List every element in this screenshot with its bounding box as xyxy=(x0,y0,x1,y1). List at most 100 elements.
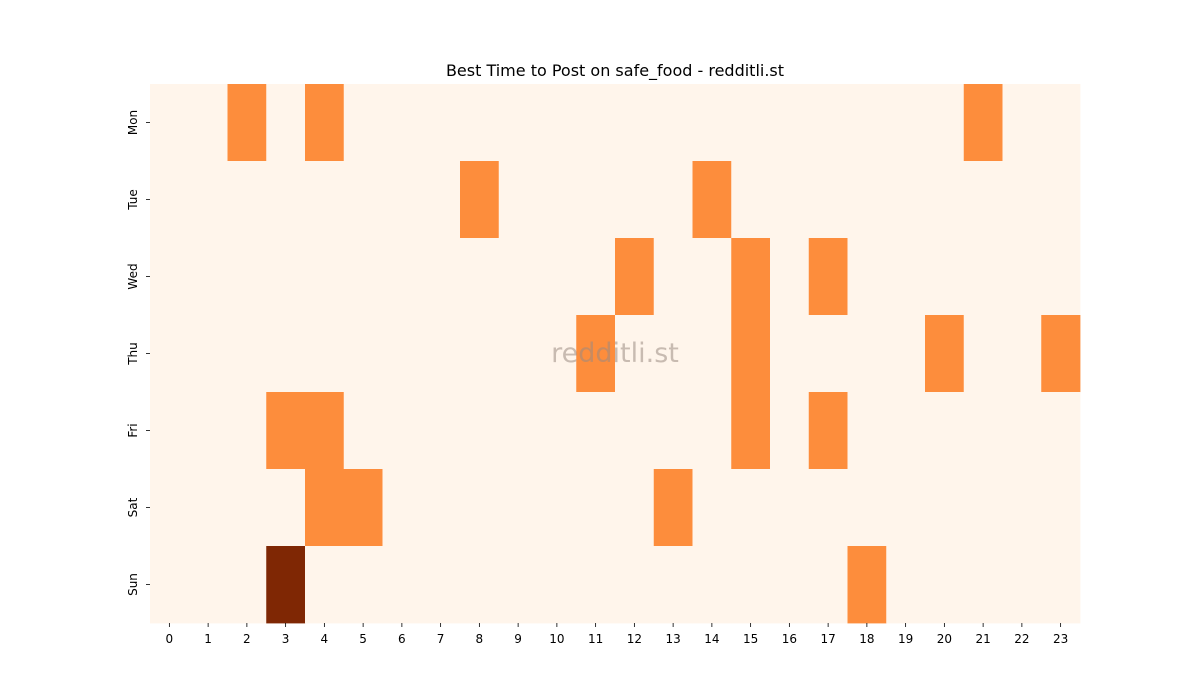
x-tick-label: 3 xyxy=(282,632,290,646)
heatmap-cell-fri-7 xyxy=(421,392,461,470)
heatmap-cell-fri-12 xyxy=(615,392,655,470)
heatmap-cell-wed-20 xyxy=(925,238,965,316)
heatmap-cell-mon-17 xyxy=(808,84,848,162)
heatmap-cell-sun-15 xyxy=(731,546,771,624)
heatmap-cell-tue-11 xyxy=(576,161,616,239)
heatmap-cell-tue-10 xyxy=(537,161,577,239)
chart-title: Best Time to Post on safe_food - redditl… xyxy=(446,61,784,81)
x-tick-label: 9 xyxy=(514,632,522,646)
heatmap-cell-thu-15 xyxy=(731,315,771,393)
heatmap-cell-thu-13 xyxy=(653,315,693,393)
heatmap-cell-tue-14 xyxy=(692,161,732,239)
heatmap-cell-mon-22 xyxy=(1002,84,1042,162)
watermark-text: redditli.st xyxy=(551,338,679,369)
heatmap-cell-wed-15 xyxy=(731,238,771,316)
heatmap-cell-tue-12 xyxy=(615,161,655,239)
heatmap-cell-tue-9 xyxy=(498,161,538,239)
heatmap-cell-sat-15 xyxy=(731,469,771,547)
heatmap-cell-mon-10 xyxy=(537,84,577,162)
y-tick-label: Sat xyxy=(126,497,140,517)
heatmap-cell-fri-9 xyxy=(498,392,538,470)
heatmap-cell-mon-15 xyxy=(731,84,771,162)
heatmap-cell-sat-19 xyxy=(886,469,926,547)
heatmap-cell-mon-14 xyxy=(692,84,732,162)
heatmap-cell-wed-23 xyxy=(1041,238,1081,316)
heatmap-cell-thu-12 xyxy=(615,315,655,393)
heatmap-cell-tue-21 xyxy=(963,161,1003,239)
heatmap-cell-sun-19 xyxy=(886,546,926,624)
heatmap-cell-thu-7 xyxy=(421,315,461,393)
heatmap-cell-thu-8 xyxy=(460,315,500,393)
heatmap-cell-sun-0 xyxy=(150,546,190,624)
x-tick-label: 2 xyxy=(243,632,251,646)
x-tick-label: 7 xyxy=(437,632,445,646)
x-tick-label: 19 xyxy=(898,632,913,646)
heatmap-cell-fri-18 xyxy=(847,392,887,470)
heatmap-cell-wed-0 xyxy=(150,238,190,316)
heatmap-cell-wed-9 xyxy=(498,238,538,316)
heatmap-cell-sun-22 xyxy=(1002,546,1042,624)
y-tick-label: Sun xyxy=(126,573,140,596)
heatmap-cell-fri-11 xyxy=(576,392,616,470)
heatmap-cell-sat-20 xyxy=(925,469,965,547)
heatmap-cell-sun-17 xyxy=(808,546,848,624)
heatmap-cell-tue-16 xyxy=(770,161,810,239)
heatmap-cell-wed-6 xyxy=(382,238,422,316)
heatmap-cell-sat-8 xyxy=(460,469,500,547)
heatmap-cell-thu-3 xyxy=(266,315,306,393)
heatmap-cell-wed-21 xyxy=(963,238,1003,316)
heatmap-cell-fri-19 xyxy=(886,392,926,470)
heatmap-cell-sun-23 xyxy=(1041,546,1081,624)
heatmap-cell-tue-15 xyxy=(731,161,771,239)
heatmap-cell-thu-10 xyxy=(537,315,577,393)
heatmap-cell-thu-2 xyxy=(227,315,267,393)
y-tick-label: Mon xyxy=(126,110,140,135)
heatmap-cell-sat-7 xyxy=(421,469,461,547)
x-tick-label: 21 xyxy=(975,632,990,646)
heatmap-cell-sat-22 xyxy=(1002,469,1042,547)
heatmap-cell-thu-16 xyxy=(770,315,810,393)
heatmap-cell-fri-5 xyxy=(343,392,383,470)
heatmap-cell-sun-7 xyxy=(421,546,461,624)
heatmap-cell-mon-19 xyxy=(886,84,926,162)
heatmap-cell-fri-2 xyxy=(227,392,267,470)
x-tick-label: 6 xyxy=(398,632,406,646)
heatmap-cell-mon-8 xyxy=(460,84,500,162)
y-tick-label: Wed xyxy=(126,263,140,289)
heatmap-cell-wed-17 xyxy=(808,238,848,316)
heatmap-cell-sat-18 xyxy=(847,469,887,547)
heatmap-cell-tue-17 xyxy=(808,161,848,239)
x-tick-label: 4 xyxy=(321,632,329,646)
x-tick-label: 8 xyxy=(476,632,484,646)
heatmap-cell-wed-18 xyxy=(847,238,887,316)
heatmap-cell-sat-11 xyxy=(576,469,616,547)
heatmap-cell-thu-19 xyxy=(886,315,926,393)
y-tick-label: Tue xyxy=(126,189,140,211)
heatmap-cell-tue-22 xyxy=(1002,161,1042,239)
heatmap-cell-wed-3 xyxy=(266,238,306,316)
heatmap-cell-mon-20 xyxy=(925,84,965,162)
heatmap-cell-tue-0 xyxy=(150,161,190,239)
heatmap-cell-tue-18 xyxy=(847,161,887,239)
heatmap-cell-wed-2 xyxy=(227,238,267,316)
heatmap-cell-sun-5 xyxy=(343,546,383,624)
y-tick-label: Fri xyxy=(126,423,140,437)
x-tick-label: 5 xyxy=(359,632,367,646)
heatmap-cell-sun-6 xyxy=(382,546,422,624)
heatmap-cell-fri-17 xyxy=(808,392,848,470)
heatmap-cell-fri-21 xyxy=(963,392,1003,470)
heatmap-cell-thu-23 xyxy=(1041,315,1081,393)
heatmap-cell-wed-8 xyxy=(460,238,500,316)
heatmap-cell-wed-5 xyxy=(343,238,383,316)
heatmap-cell-mon-23 xyxy=(1041,84,1081,162)
heatmap-cell-sat-6 xyxy=(382,469,422,547)
heatmap-cell-mon-0 xyxy=(150,84,190,162)
heatmap-cell-thu-9 xyxy=(498,315,538,393)
heatmap-cell-tue-20 xyxy=(925,161,965,239)
heatmap-cell-sun-10 xyxy=(537,546,577,624)
heatmap-cell-sun-12 xyxy=(615,546,655,624)
heatmap-cell-fri-8 xyxy=(460,392,500,470)
heatmap-cell-sat-9 xyxy=(498,469,538,547)
heatmap-cell-wed-13 xyxy=(653,238,693,316)
heatmap-cell-fri-14 xyxy=(692,392,732,470)
